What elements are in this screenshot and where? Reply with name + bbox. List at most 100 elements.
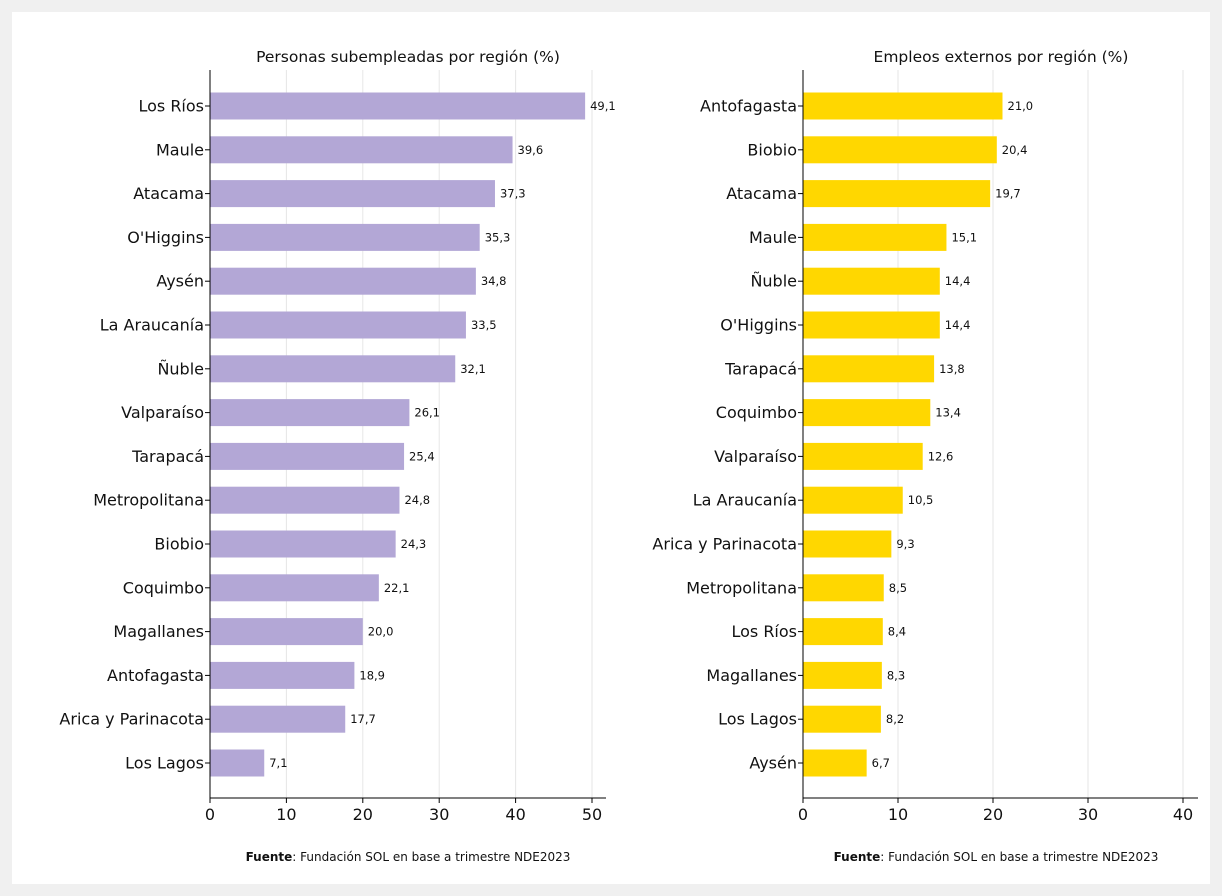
right-chart-category-label: La Araucanía [693,491,797,510]
left-chart-category-label: Valparaíso [121,403,204,422]
right-chart-category-label: Ñuble [750,272,797,291]
right-chart-bar [803,355,935,383]
right-chart-data-label: 10,5 [908,493,934,507]
right-chart-bar [803,442,923,470]
left-chart-category-label: Antofagasta [107,666,204,685]
right-chart-data-label: 12,6 [928,449,954,463]
right-chart-source: Fuente: Fundación SOL en base a trimestr… [834,850,1159,864]
right-chart-title: Empleos externos por región (%) [874,48,1129,66]
right-chart-category-label: Maule [749,228,797,247]
right-chart-category-label: Valparaíso [714,447,797,466]
left-chart-data-label: 32,1 [460,362,486,376]
left-chart-data-label: 35,3 [485,230,511,244]
left-chart-data-label: 7,1 [269,756,287,770]
right-chart-category-label: Atacama [726,184,797,203]
right-chart-bar [803,92,1003,120]
left-chart-x-tick-label: 40 [505,805,525,824]
left-chart-category-label: Coquimbo [123,578,204,597]
right-chart-bar [803,749,867,777]
left-chart-category-label: Arica y Parinacota [59,710,204,729]
right-chart-category-label: Tarapacá [724,359,797,378]
right-chart-data-label: 8,4 [888,625,906,639]
left-chart-data-label: 20,0 [368,625,394,639]
right-chart-category-label: Antofagasta [700,97,797,116]
right-chart-bar [803,267,940,295]
left-chart-bar [210,705,346,733]
left-chart-data-label: 37,3 [500,187,526,201]
right-chart-bar [803,180,991,208]
right-chart-x-tick-label: 30 [1078,805,1098,824]
left-chart-category-label: Metropolitana [93,491,204,510]
left-chart-data-label: 18,9 [359,668,385,682]
left-chart-bar [210,574,379,602]
left-chart-category-label: Ñuble [157,359,204,378]
right-chart-x-tick-label: 0 [798,805,808,824]
left-chart-category-label: Atacama [133,184,204,203]
right-chart-data-label: 15,1 [951,230,977,244]
left-chart-bar [210,530,396,558]
right-chart-category-label: Los Ríos [731,622,797,641]
right-chart-data-label: 9,3 [896,537,914,551]
right-chart-data-label: 19,7 [995,187,1021,201]
right-chart-x-tick-label: 10 [888,805,908,824]
right-chart-data-label: 13,4 [935,406,961,420]
left-chart-bar [210,136,513,164]
right-chart-bar [803,136,997,164]
left-chart-title: Personas subempleadas por región (%) [256,48,560,66]
left-chart-x-tick-label: 10 [276,805,296,824]
right-chart-bar [803,399,931,427]
right-chart-bar [803,705,881,733]
right-chart-bar [803,574,884,602]
left-chart-data-label: 25,4 [409,449,435,463]
right-chart: Empleos externos por región (%) Antofaga… [652,48,1198,864]
left-chart-data-label: 22,1 [384,581,410,595]
right-chart-category-label: Los Lagos [718,710,797,729]
right-chart-category-label: Aysén [749,754,797,773]
right-chart-bar [803,486,903,514]
left-chart-bar [210,442,405,470]
left-chart-category-label: Magallanes [113,622,204,641]
right-chart-data-label: 6,7 [872,756,890,770]
left-chart-category-label: O'Higgins [127,228,204,247]
left-chart-bar [210,355,456,383]
left-chart-bar [210,399,410,427]
left-chart-data-label: 26,1 [414,406,440,420]
right-chart-category-label: Coquimbo [716,403,797,422]
left-chart-bar [210,180,495,208]
left-chart-data-label: 49,1 [590,99,616,113]
right-chart-category-label: O'Higgins [720,316,797,335]
right-chart-bar [803,311,940,339]
left-chart-data-label: 17,7 [350,712,376,726]
right-chart-data-label: 14,4 [945,274,971,288]
right-chart-category-label: Magallanes [706,666,797,685]
left-chart-category-label: Maule [156,140,204,159]
left-chart-data-label: 34,8 [481,274,507,288]
right-chart-data-label: 13,8 [939,362,965,376]
right-chart-bar [803,530,892,558]
left-chart-category-label: Tarapacá [131,447,204,466]
right-chart-bar [803,661,882,689]
right-chart-data-label: 8,3 [887,668,905,682]
left-chart-bar [210,92,586,120]
left-chart-category-label: Biobio [154,535,204,554]
left-chart-source: Fuente: Fundación SOL en base a trimestr… [246,850,571,864]
left-chart-bar [210,311,466,339]
left-chart-bar [210,486,400,514]
left-chart-category-label: Aysén [156,272,204,291]
right-chart-category-label: Metropolitana [686,578,797,597]
right-chart-data-label: 20,4 [1002,143,1028,157]
left-chart-category-label: Los Lagos [125,754,204,773]
right-chart-data-label: 14,4 [945,318,971,332]
left-chart-bar [210,618,363,646]
left-chart-bar [210,267,476,295]
right-chart-bar [803,223,947,251]
left-chart-data-label: 24,3 [401,537,427,551]
right-chart-data-label: 8,5 [889,581,907,595]
left-chart-bar [210,749,265,777]
left-chart-x-tick-label: 50 [582,805,602,824]
right-chart-data-label: 21,0 [1008,99,1034,113]
left-chart-category-label: Los Ríos [138,97,204,116]
right-chart-x-tick-label: 20 [983,805,1003,824]
left-chart-x-tick-label: 20 [353,805,373,824]
